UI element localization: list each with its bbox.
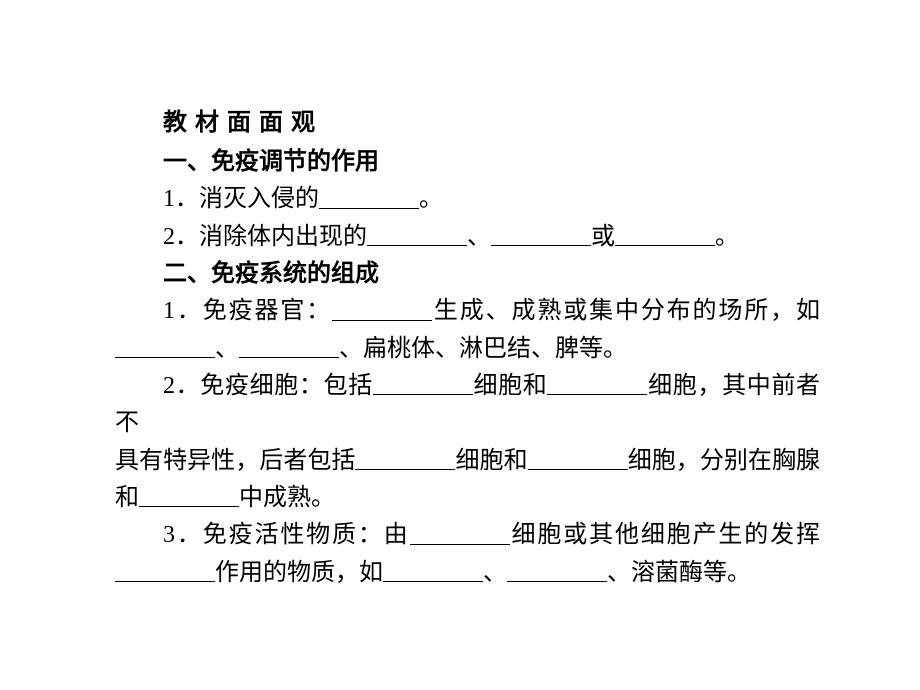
s2-i2-h: 中成熟。 — [239, 485, 335, 511]
s2-i2-a: 2．免疫细胞：包括 — [163, 373, 373, 399]
s2-i2-f: 细胞，分别在胸腺 — [628, 448, 820, 474]
blank-fill[interactable] — [547, 370, 647, 395]
s1-i2-prefix: 2．消除体内出现的 — [163, 224, 367, 250]
blank-fill[interactable] — [615, 221, 715, 246]
section1-item2: 2．消除体内出现的 、 或 。 — [115, 219, 820, 256]
section2-item1-line1: 1．免疫器官： 生成、成熟或集中分布的场所，如 — [115, 293, 820, 330]
section2-item2-line2: 具有特异性，后者包括 细胞和 细胞，分别在胸腺 — [115, 443, 820, 480]
s2-i2-d: 具有特异性，后者包括 — [115, 448, 355, 474]
s1-i2-sep1: 、 — [467, 224, 491, 250]
s1-i2-suffix: 。 — [715, 224, 739, 250]
s1-i1-suffix: 。 — [419, 187, 443, 213]
section2-item1-line2: 、 、扁桃体、淋巴结、脾等。 — [115, 331, 820, 368]
blank-fill[interactable] — [528, 445, 628, 470]
s2-i3-e: 、溶菌酶等。 — [607, 560, 751, 586]
s2-i1-a: 1．免疫器官： — [163, 299, 332, 325]
s2-i3-d: 、 — [483, 560, 507, 586]
blank-fill[interactable] — [115, 557, 215, 582]
s2-i3-b: 细胞或其他细胞产生的发挥 — [510, 523, 820, 549]
blank-fill[interactable] — [383, 557, 483, 582]
s2-i2-e: 细胞和 — [455, 448, 527, 474]
section1-item1: 1．消灭入侵的 。 — [115, 181, 820, 218]
blank-fill[interactable] — [373, 370, 473, 395]
s2-i2-g: 和 — [115, 485, 139, 511]
blank-fill[interactable] — [139, 482, 239, 507]
section2-item2-line3: 和 中成熟。 — [115, 480, 820, 517]
s1-i2-sep2: 或 — [591, 224, 615, 250]
s2-i3-c: 作用的物质，如 — [215, 560, 383, 586]
s2-i1-b: 生成、成熟或集中分布的场所，如 — [432, 299, 820, 325]
header-title: 教材面面观 — [115, 105, 820, 142]
blank-fill[interactable] — [239, 333, 339, 358]
section2-item3-line2: 作用的物质，如 、 、溶菌酶等。 — [115, 555, 820, 592]
section2-title: 二、免疫系统的组成 — [115, 256, 820, 293]
blank-fill[interactable] — [355, 445, 455, 470]
section2-item2-line1: 2．免疫细胞：包括细胞和细胞，其中前者不 — [115, 368, 820, 443]
blank-fill[interactable] — [332, 295, 432, 320]
s2-i1-d: 、扁桃体、淋巴结、脾等。 — [339, 336, 627, 362]
s2-i1-c: 、 — [215, 336, 239, 362]
blank-fill[interactable] — [491, 221, 591, 246]
blank-fill[interactable] — [367, 221, 467, 246]
blank-fill[interactable] — [410, 519, 510, 544]
blank-fill[interactable] — [507, 557, 607, 582]
s2-i3-a: 3．免疫活性物质：由 — [163, 523, 410, 549]
document-content: 教材面面观 一、免疫调节的作用 1．消灭入侵的。 2．消除体内出现的、或。 二、… — [115, 105, 820, 592]
s1-i1-prefix: 1．消灭入侵的 — [163, 187, 319, 213]
section2-item3-line1: 3．免疫活性物质：由 细胞或其他细胞产生的发挥 — [115, 517, 820, 554]
blank-fill[interactable] — [319, 183, 419, 208]
s2-i2-b: 细胞和 — [473, 373, 548, 399]
blank-fill[interactable] — [115, 333, 215, 358]
section1-title: 一、免疫调节的作用 — [115, 144, 820, 181]
